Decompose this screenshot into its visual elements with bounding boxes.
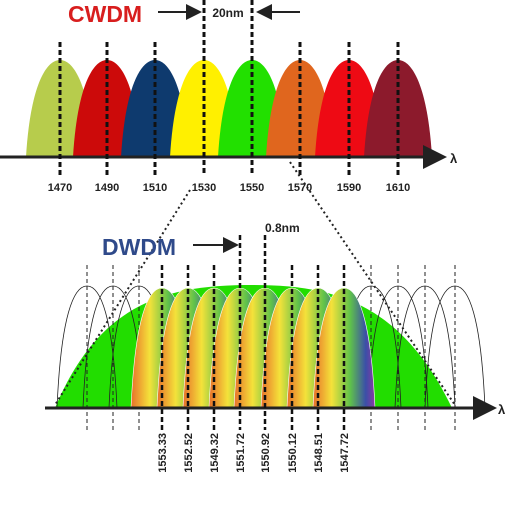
wavelength-label: 1470: [48, 182, 72, 194]
zoom-line: [289, 161, 456, 406]
wavelength-label: 1590: [337, 182, 361, 194]
wavelength-label: 1490: [95, 182, 119, 194]
wavelength-label: 1553.33: [157, 433, 169, 473]
cwdm-section: 1470 1490 1510 1530 1550 1570 1590 1610: [0, 0, 447, 194]
cwdm-title: CWDM: [68, 1, 142, 27]
dwdm-section: 1553.33 1552.52 1549.32 1551.72 1550.92 1550.…: [45, 235, 497, 473]
wavelength-label: 1549.32: [209, 433, 221, 473]
axis-label: λ: [498, 402, 506, 417]
wavelength-label: 1570: [288, 182, 312, 194]
wavelength-label: 1551.72: [235, 433, 247, 473]
wavelength-label: 1550.92: [260, 433, 272, 473]
wavelength-label: 1530: [192, 182, 216, 194]
axis-label: λ: [450, 151, 458, 166]
wavelength-label: 1552.52: [183, 433, 195, 473]
wavelength-label: 1548.51: [313, 433, 325, 473]
dwdm-spacing: 0.8nm: [265, 221, 300, 235]
wavelength-label: 1547.72: [339, 433, 351, 473]
wavelength-label: 1610: [386, 182, 410, 194]
wavelength-label: 1550.12: [287, 433, 299, 473]
cwdm-spacing: 20nm: [212, 6, 243, 20]
zoom-line: [54, 189, 191, 406]
wavelength-label: 1550: [240, 182, 264, 194]
wavelength-label: 1510: [143, 182, 167, 194]
dwdm-title: DWDM: [102, 234, 176, 260]
